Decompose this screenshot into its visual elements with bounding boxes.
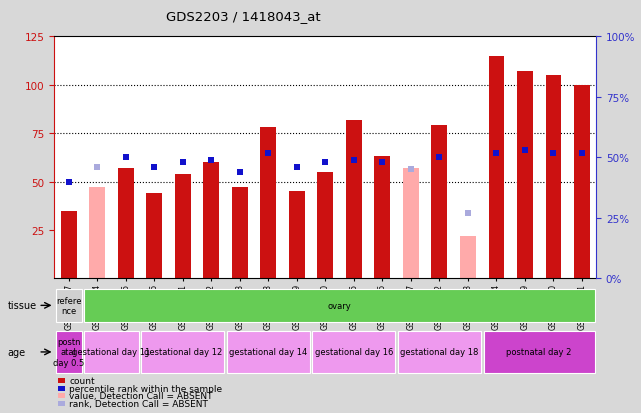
Bar <box>260 128 276 279</box>
Point <box>349 157 359 164</box>
Text: rank, Detection Call = ABSENT: rank, Detection Call = ABSENT <box>69 399 208 408</box>
Point <box>178 159 188 166</box>
Point <box>121 155 131 161</box>
Text: age: age <box>8 347 26 357</box>
Text: postn
atal
day 0.5: postn atal day 0.5 <box>53 337 85 367</box>
Bar <box>374 157 390 279</box>
Bar <box>56 331 81 373</box>
Bar <box>142 331 224 373</box>
Point <box>149 164 160 171</box>
Point <box>434 155 444 161</box>
Bar <box>232 188 247 279</box>
Bar <box>346 120 362 279</box>
Point <box>577 150 587 157</box>
Bar <box>403 169 419 279</box>
Text: gestational day 11: gestational day 11 <box>72 348 151 356</box>
Text: refere
nce: refere nce <box>56 296 81 315</box>
Bar <box>56 289 81 322</box>
Text: GDS2203 / 1418043_at: GDS2203 / 1418043_at <box>166 10 321 23</box>
Bar <box>574 85 590 279</box>
Point <box>292 164 302 171</box>
Bar <box>398 331 481 373</box>
Bar <box>431 126 447 279</box>
Bar <box>517 72 533 279</box>
Text: postnatal day 2: postnatal day 2 <box>506 348 572 356</box>
Bar <box>61 211 76 279</box>
Point <box>63 179 74 185</box>
Point <box>263 150 274 157</box>
Point <box>406 167 416 173</box>
Bar <box>227 331 310 373</box>
Bar <box>545 76 562 279</box>
Point <box>235 169 245 176</box>
Bar <box>317 173 333 279</box>
Text: gestational day 12: gestational day 12 <box>144 348 222 356</box>
Text: tissue: tissue <box>8 301 37 311</box>
Point <box>463 210 473 217</box>
Text: gestational day 18: gestational day 18 <box>400 348 479 356</box>
Text: gestational day 16: gestational day 16 <box>315 348 393 356</box>
Point <box>548 150 558 157</box>
Text: ovary: ovary <box>328 301 351 310</box>
Text: gestational day 14: gestational day 14 <box>229 348 308 356</box>
Bar <box>85 331 138 373</box>
Point <box>377 159 387 166</box>
Bar <box>483 331 595 373</box>
Text: count: count <box>69 376 95 385</box>
Bar <box>203 163 219 279</box>
Bar <box>460 236 476 279</box>
Point <box>92 164 103 171</box>
Text: value, Detection Call = ABSENT: value, Detection Call = ABSENT <box>69 391 213 400</box>
Bar <box>118 169 133 279</box>
Text: percentile rank within the sample: percentile rank within the sample <box>69 384 222 393</box>
Point <box>320 159 331 166</box>
Point <box>520 147 530 154</box>
Bar <box>312 331 395 373</box>
Bar <box>89 188 105 279</box>
Bar <box>146 194 162 279</box>
Point <box>206 157 217 164</box>
Point <box>491 150 501 157</box>
Bar <box>289 192 304 279</box>
Bar <box>488 57 504 279</box>
Bar <box>175 174 190 279</box>
